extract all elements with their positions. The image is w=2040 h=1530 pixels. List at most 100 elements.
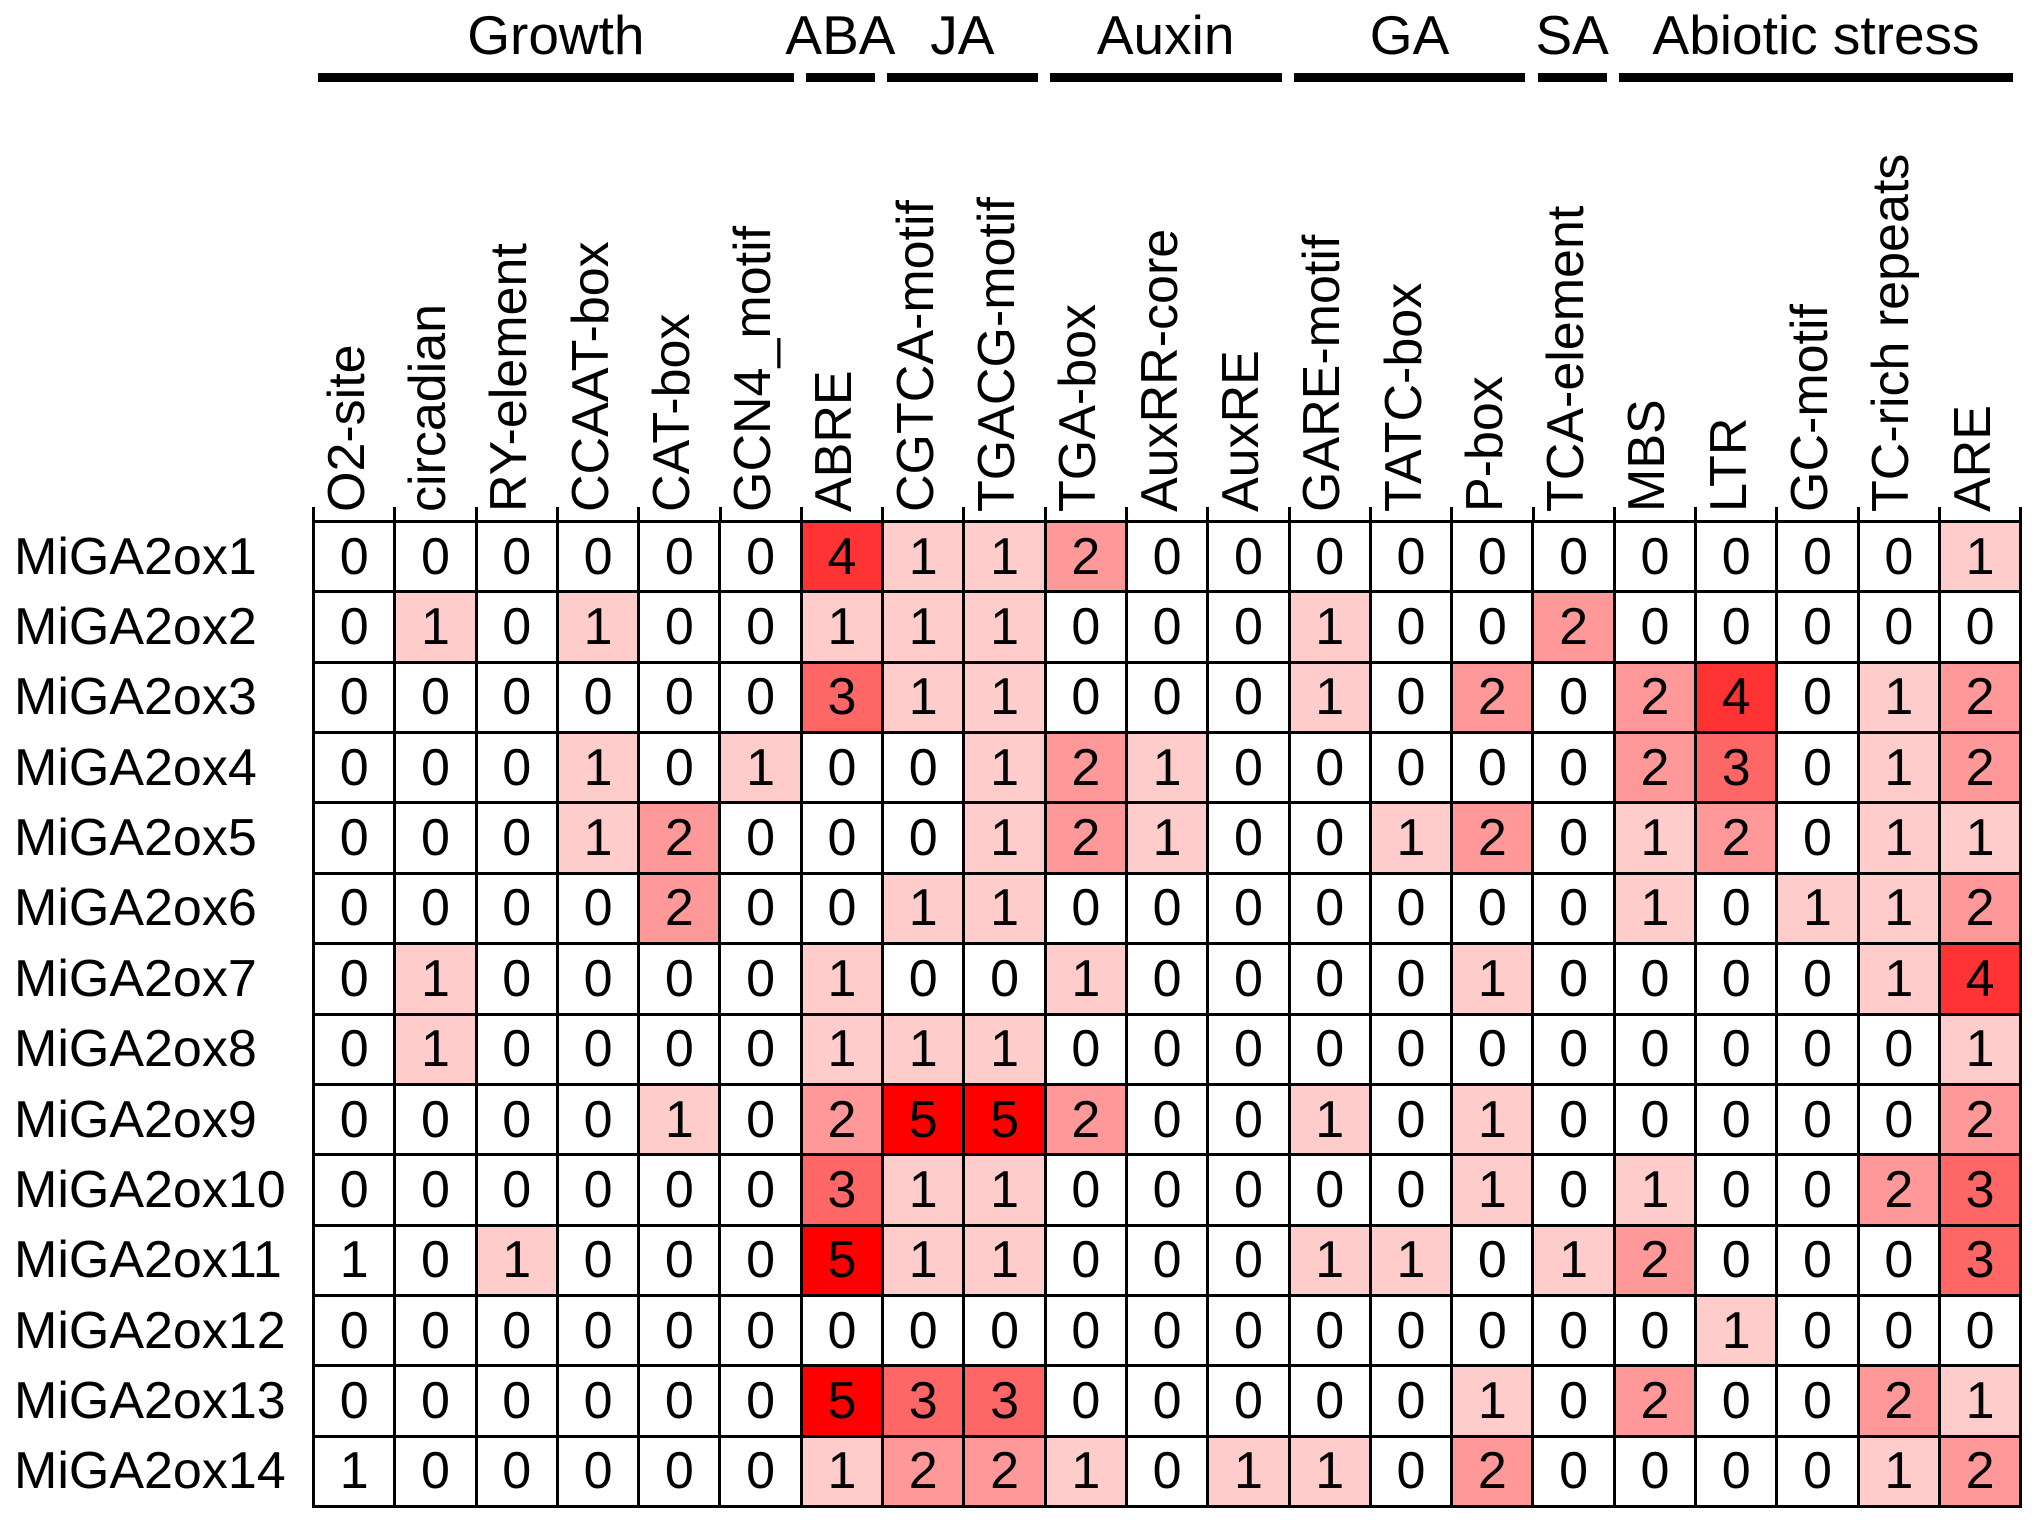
heatmap-cell: 2: [1615, 663, 1695, 732]
heatmap-cell: 1: [1290, 1226, 1369, 1294]
heatmap-cell: 0: [1046, 593, 1125, 661]
heatmap-cell: 1: [1209, 1437, 1288, 1506]
heatmap-cell: 0: [1127, 945, 1207, 1013]
heatmap-cell: 0: [1859, 1226, 1938, 1294]
heatmap-cell: 0: [1778, 1085, 1857, 1154]
row-label: MiGA2ox5: [14, 809, 257, 868]
heatmap-cell: 2: [1046, 523, 1125, 591]
heatmap-cell: 0: [477, 523, 556, 591]
heatmap-cell: 1: [884, 523, 963, 591]
heatmap-cell: 0: [640, 1226, 719, 1294]
heatmap-cell: 0: [1127, 663, 1207, 732]
heatmap-cell: 1: [396, 945, 475, 1013]
heatmap-cell: 0: [558, 663, 638, 732]
heatmap-cell: 2: [1859, 1367, 1938, 1435]
heatmap-cell: 1: [1127, 734, 1207, 802]
heatmap-cell: 0: [1290, 1367, 1369, 1435]
heatmap-cell: 0: [721, 1226, 800, 1294]
heatmap-cell: 0: [315, 1015, 394, 1083]
heatmap-cell: 1: [396, 1015, 475, 1083]
column-tick: [1206, 507, 1210, 521]
heatmap-cell: 0: [1453, 593, 1532, 661]
heatmap-cell: 0: [1859, 1015, 1938, 1083]
heatmap-cell: 0: [1127, 1085, 1207, 1154]
heatmap-cell: 0: [640, 1015, 719, 1083]
column-header: TCA-element: [1532, 80, 1613, 520]
heatmap-cell: 2: [640, 804, 719, 872]
heatmap-cell: 0: [477, 593, 556, 661]
heatmap-cell: 0: [1778, 1367, 1857, 1435]
column-header: MBS: [1613, 80, 1694, 520]
heatmap-cell: 1: [965, 663, 1044, 732]
heatmap-cell: 0: [477, 874, 556, 943]
heatmap-cell: 3: [1697, 734, 1776, 802]
column-header: CGTCA-motif: [881, 80, 962, 520]
heatmap-cell: 1: [315, 1437, 394, 1506]
column-tick: [1612, 507, 1616, 521]
heatmap-cell: 0: [1697, 1156, 1776, 1224]
column-header-label: TGACG-motif: [968, 197, 1027, 512]
heatmap-cell: 0: [1859, 1296, 1938, 1365]
heatmap-cell: 2: [1046, 734, 1125, 802]
column-tick: [1775, 507, 1779, 521]
row-label: MiGA2ox11: [14, 1231, 282, 1290]
column-header: GCN4_motif: [719, 80, 800, 520]
heatmap-cell: 1: [1453, 1085, 1532, 1154]
column-header-label: GCN4_motif: [724, 225, 783, 512]
heatmap-cell: 0: [558, 874, 638, 943]
heatmap-cell: 0: [1778, 1296, 1857, 1365]
heatmap-cell: 0: [1209, 593, 1288, 661]
heatmap-cell: 2: [802, 1085, 882, 1154]
heatmap-cell: 0: [1371, 1437, 1451, 1506]
heatmap-cell: 2: [1534, 593, 1613, 661]
heatmap-cell: 0: [1127, 1367, 1207, 1435]
heatmap-cell: 0: [721, 1015, 800, 1083]
heatmap-cell: 1: [1697, 1296, 1776, 1365]
group-label: Growth: [467, 4, 645, 66]
heatmap-cell: 0: [396, 523, 475, 591]
row-label: MiGA2ox7: [14, 949, 257, 1008]
heatmap-cell: 0: [640, 593, 719, 661]
column-header-label: MBS: [1618, 399, 1677, 512]
heatmap-cell: 0: [1046, 1015, 1125, 1083]
heatmap-cell: 1: [558, 804, 638, 872]
heatmap-cell: 0: [1127, 1226, 1207, 1294]
heatmap-cell: 1: [1453, 945, 1532, 1013]
heatmap-cell: 1: [1859, 874, 1938, 943]
heatmap-cell: 0: [721, 1296, 800, 1365]
heatmap-cell: 0: [315, 1367, 394, 1435]
group-label: JA: [930, 4, 995, 66]
heatmap-cell: 0: [640, 1437, 719, 1506]
heatmap-cell: 1: [1940, 804, 2020, 872]
heatmap-cell: 1: [721, 734, 800, 802]
heatmap-cell: 1: [884, 1156, 963, 1224]
heatmap-cell: 0: [1453, 1296, 1532, 1365]
group-label: Abiotic stress: [1652, 4, 1980, 66]
heatmap-cell: 1: [1859, 734, 1938, 802]
heatmap-cell: 0: [1127, 1296, 1207, 1365]
heatmap-cell: 0: [396, 1367, 475, 1435]
column-tick: [2019, 507, 2023, 521]
heatmap-cell: 0: [1209, 663, 1288, 732]
heatmap-cell: 0: [1859, 1085, 1938, 1154]
heatmap-cell: 0: [721, 523, 800, 591]
column-header: circadian: [393, 80, 474, 520]
heatmap-cell: 0: [1453, 523, 1532, 591]
heatmap-cell: 0: [721, 1437, 800, 1506]
heatmap-cell: 0: [721, 663, 800, 732]
heatmap-cell: 0: [1615, 523, 1695, 591]
column-tick: [1531, 507, 1535, 521]
heatmap-cell: 0: [721, 945, 800, 1013]
heatmap-cell: 2: [1940, 1085, 2020, 1154]
column-header: ARE: [1938, 80, 2019, 520]
heatmap-cell: 1: [1940, 523, 2020, 591]
heatmap-cell: 1: [884, 663, 963, 732]
heatmap-cell: 1: [315, 1226, 394, 1294]
heatmap-cell: 0: [1371, 734, 1451, 802]
heatmap-cell: 0: [1534, 945, 1613, 1013]
heatmap-cell: 0: [315, 945, 394, 1013]
heatmap-cell: 0: [1371, 593, 1451, 661]
heatmap-cell: 0: [1778, 734, 1857, 802]
heatmap-cell: 0: [1534, 523, 1613, 591]
heatmap-cell: 1: [1615, 1156, 1695, 1224]
